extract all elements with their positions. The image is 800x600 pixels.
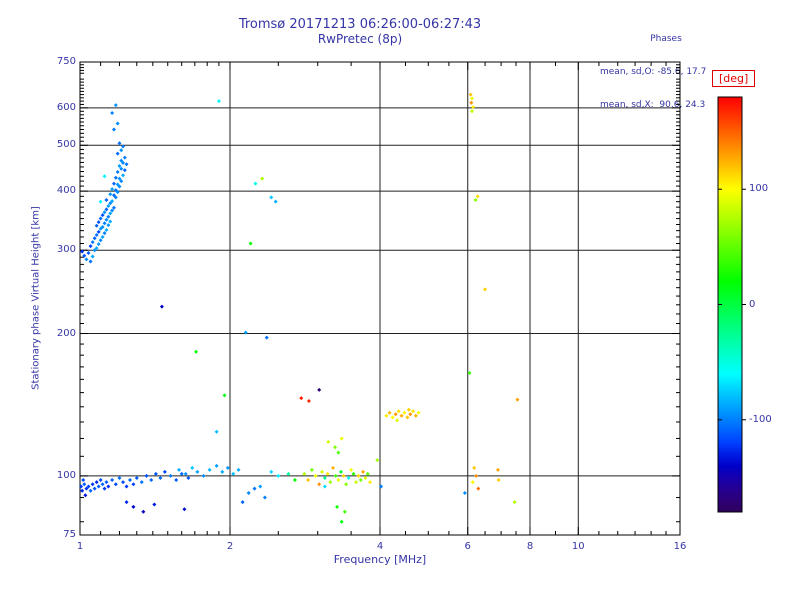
y-tick-label-400: 400 [56,185,76,197]
y-tick-label-100: 100 [56,469,76,481]
x-tick-label-2: 2 [226,541,234,552]
x-tick-label-16: 16 [673,541,687,552]
colorbar-units-label: [deg] [712,70,756,87]
phase-stats-header: Phases [650,34,682,44]
plot-title: Tromsø 20171213 06:26:00-06:27:43 [238,17,482,32]
colorbar-tick-label-100: 100 [749,183,769,195]
colorbar-tick-label-0: 0 [749,298,756,310]
x-tick-label-8: 8 [526,541,534,552]
phase-stats-o-mode: mean, sd,O: -85.6, 17.7 [600,67,707,77]
colorbar-tick-label--100: -100 [749,413,772,425]
phase-stats-block: Phases mean, sd,O: -85.6, 17.7 mean, sd,… [600,12,745,133]
x-tick-label-6: 6 [464,541,471,552]
colorbar-ticks [718,188,746,421]
y-tick-label-75: 75 [63,529,76,540]
x-tick-label-1: 1 [76,541,84,552]
y-tick-label-200: 200 [56,327,76,339]
x-axis-title: Frequency [MHz] [333,553,427,566]
plot-frame [79,61,681,536]
y-tick-label-300: 300 [56,244,76,256]
x-tick-label-10: 10 [571,541,585,552]
y-tick-label-750: 750 [56,56,76,67]
y-tick-label-500: 500 [56,139,76,151]
data-points [79,92,520,524]
phase-stats-x-mode: mean, sd,X: 90.6, 24.3 [600,100,706,110]
y-tick-label-600: 600 [56,101,76,113]
plot-subtitle: RwPretec (8p) [317,32,403,46]
x-tick-label-4: 4 [376,541,384,552]
grid-lines [80,62,680,535]
